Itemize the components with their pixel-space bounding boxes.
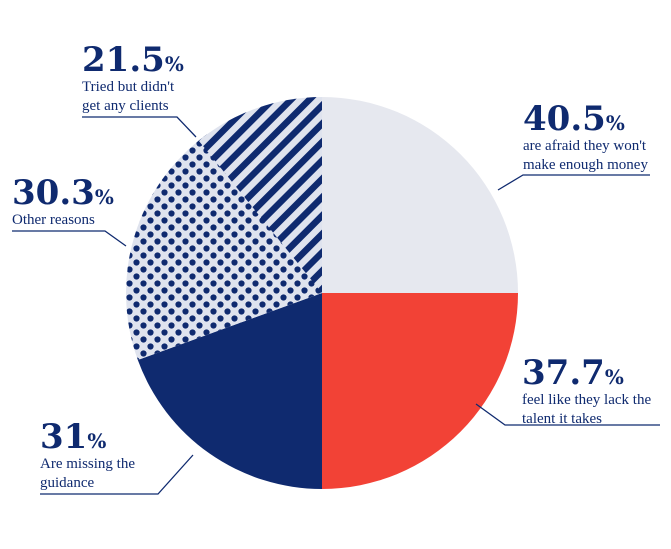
slice-description-lack-talent: feel like they lack the	[522, 392, 651, 408]
slice-value-number: 31	[40, 417, 87, 457]
slice-description-lack-talent: talent it takes	[522, 411, 602, 427]
slice-value-other-reasons: 30.3%	[12, 173, 114, 213]
leader-line-other-reasons	[12, 230, 127, 247]
leader-line-missing-guidance	[40, 454, 194, 495]
leader-line-tried-no-clients	[82, 116, 197, 138]
slice-value-unit: %	[87, 429, 106, 453]
slice-value-lack-talent: 37.7%	[522, 353, 624, 393]
pie-slice-lack-talent	[322, 293, 518, 489]
slice-value-number: 40.5	[523, 99, 606, 139]
pie-slice-other-reasons	[126, 134, 322, 361]
slice-description-missing-guidance: Are missing the	[40, 456, 135, 472]
slice-value-number: 21.5	[82, 40, 165, 80]
slice-description-other-reasons: Other reasons	[12, 212, 95, 228]
slice-value-afraid-money: 40.5%	[523, 99, 625, 139]
leader-line-afraid-money	[497, 174, 650, 191]
slice-description-tried-no-clients: Tried but didn't	[82, 79, 175, 95]
pie-slice-afraid-money	[322, 97, 518, 293]
slice-description-afraid-money: make enough money	[523, 157, 648, 173]
pie-slices	[126, 97, 518, 489]
slice-description-afraid-money: are afraid they won't	[523, 138, 647, 154]
slice-value-unit: %	[95, 185, 114, 209]
slice-value-unit: %	[165, 52, 184, 76]
slice-value-number: 37.7	[522, 353, 605, 393]
slice-description-missing-guidance: guidance	[40, 475, 94, 491]
leader-line-lack-talent	[475, 403, 660, 426]
slice-value-unit: %	[606, 111, 625, 135]
pie-slice-missing-guidance	[137, 293, 322, 489]
pie-slice-tried-no-clients	[198, 97, 322, 293]
slice-description-tried-no-clients: get any clients	[82, 98, 169, 114]
leader-lines	[12, 116, 660, 495]
slice-value-missing-guidance: 31%	[40, 417, 106, 457]
slice-value-number: 30.3	[12, 173, 95, 213]
slice-value-unit: %	[605, 365, 624, 389]
slice-value-tried-no-clients: 21.5%	[82, 40, 184, 80]
